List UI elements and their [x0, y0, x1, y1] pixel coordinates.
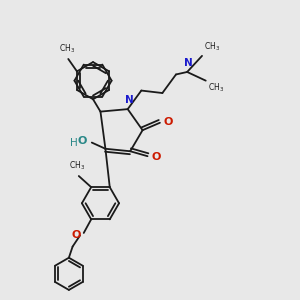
Text: CH$_3$: CH$_3$: [208, 82, 224, 94]
Text: N: N: [124, 95, 133, 105]
Text: CH$_3$: CH$_3$: [59, 43, 75, 55]
Text: CH$_3$: CH$_3$: [205, 41, 221, 53]
Text: O: O: [151, 152, 160, 162]
Text: N: N: [184, 58, 193, 68]
Text: O: O: [164, 116, 173, 127]
Text: O: O: [71, 230, 81, 240]
Text: H: H: [70, 138, 78, 148]
Text: CH$_3$: CH$_3$: [70, 160, 86, 172]
Text: O: O: [77, 136, 87, 146]
